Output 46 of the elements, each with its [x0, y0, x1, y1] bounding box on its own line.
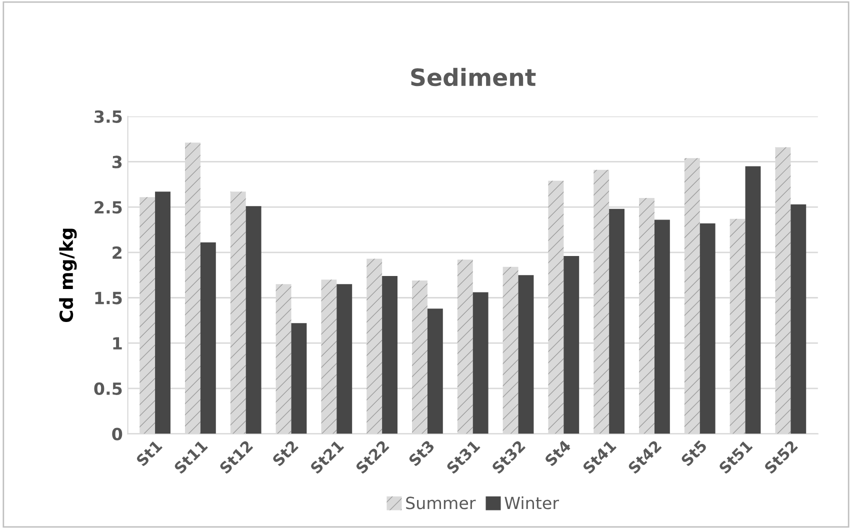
y-tick-label: 2: [112, 246, 122, 259]
bar: [639, 198, 654, 434]
bar: [140, 197, 156, 434]
bar: [502, 266, 518, 434]
y-tick-label: 1.5: [95, 292, 122, 304]
y-axis-title: Cd mg/kg: [59, 228, 77, 322]
x-tick-label: St1: [136, 440, 163, 467]
bar: [518, 275, 534, 434]
bar: [412, 280, 428, 434]
legend-label: Winter: [504, 496, 560, 510]
bar: [366, 258, 382, 434]
bar: [609, 208, 625, 434]
bar: [654, 220, 670, 434]
bar: [427, 308, 443, 434]
y-tick-label: 1: [113, 337, 122, 350]
y-tick-label: 0: [112, 428, 122, 440]
bar: [382, 276, 398, 434]
bar: [594, 170, 610, 434]
legend-label: Summer: [406, 496, 476, 510]
bar: [230, 192, 246, 434]
y-tick-label: 3.5: [94, 110, 122, 123]
bar: [745, 166, 761, 434]
bar: [730, 218, 746, 434]
bar: [790, 204, 806, 434]
bar: [336, 284, 352, 434]
y-tick-label: 0.5: [94, 382, 122, 396]
chart-title: Sediment: [411, 68, 536, 86]
bar: [155, 192, 170, 434]
bar: [185, 142, 200, 434]
bar: [276, 284, 292, 434]
bar: [700, 223, 716, 434]
bar: [472, 292, 488, 434]
bar: [200, 242, 216, 434]
bar: [564, 256, 580, 434]
x-tick-label: St4: [544, 439, 572, 467]
bar: [457, 260, 473, 434]
bar: [775, 147, 791, 434]
y-tick-label: 2.5: [94, 201, 122, 214]
y-tick-label: 3: [112, 156, 122, 168]
bar: [246, 206, 262, 434]
bar: [321, 280, 337, 434]
x-tick-label: St3: [408, 440, 435, 467]
bar: [291, 323, 307, 434]
bar: [684, 158, 700, 434]
x-tick-label: St2: [272, 440, 299, 467]
bar: [548, 180, 564, 434]
